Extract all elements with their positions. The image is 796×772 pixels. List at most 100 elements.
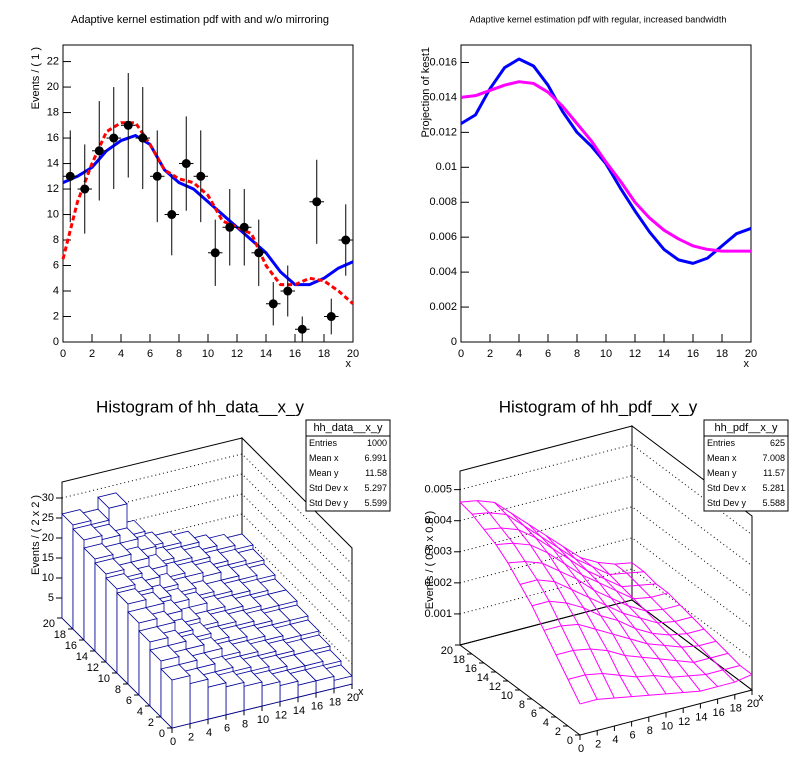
data-point: [65, 171, 75, 181]
mesh-line: [562, 546, 684, 693]
stats-value: 7.008: [762, 453, 785, 463]
stats-label: Mean y: [309, 468, 339, 478]
y-tick-label: 14: [477, 672, 489, 684]
bar: [160, 664, 191, 729]
y-tick-label: 16: [465, 663, 477, 675]
x-tick-label: 14: [695, 711, 707, 723]
z-tick-label: 0.005: [424, 484, 452, 496]
z-tick-label: 25: [42, 512, 54, 524]
stats-label: Entries: [309, 438, 338, 448]
y-tick-label: 2: [555, 726, 561, 738]
z-axis-label: Events / ( 0.8 x 0.8 ): [424, 511, 436, 609]
stats-value: 625: [770, 438, 785, 448]
y-tick-label: 16: [47, 132, 59, 144]
stats-title: hh_data__x_y: [313, 422, 383, 434]
x-tick-label: 8: [242, 718, 248, 730]
x-tick-label: 10: [257, 714, 269, 726]
x-tick-label: 8: [176, 348, 182, 360]
x-axis-label: x: [758, 692, 764, 704]
stats-title: hh_pdf__x_y: [715, 422, 778, 434]
x-tick-label: 20: [347, 692, 359, 704]
x-tick-label: 0: [60, 348, 66, 360]
x-tick-label: 6: [147, 348, 153, 360]
stats-value: 5.599: [364, 498, 387, 508]
stats-value: 5.297: [364, 483, 387, 493]
y-tick-label: 0.014: [429, 91, 457, 103]
y-tick-label: 16: [65, 640, 77, 652]
mesh-line: [476, 500, 598, 700]
x-tick-label: 4: [118, 348, 124, 360]
data-point: [341, 235, 351, 245]
x-tick-label: 10: [661, 720, 673, 732]
y-tick-label: 0.002: [429, 301, 457, 313]
y-tick-label: 12: [47, 183, 59, 195]
y-tick-label: 20: [43, 618, 55, 630]
x-axis-label: x: [358, 686, 364, 698]
y-tick-label: 0.008: [429, 196, 457, 208]
stats-label: Std Dev x: [707, 483, 747, 493]
y-tick-label: 20: [441, 645, 453, 657]
data-point: [283, 286, 293, 296]
x-tick-label: 18: [318, 348, 330, 360]
x-tick-label: 18: [716, 348, 728, 360]
x-axis-label: x: [744, 358, 750, 370]
y-tick-label: 4: [53, 285, 59, 297]
mesh-line: [511, 513, 633, 697]
z-tick-label: 15: [42, 552, 54, 564]
stats-label: Mean x: [309, 453, 339, 463]
mesh-line: [614, 563, 736, 683]
y-tick-label: 8: [53, 234, 59, 246]
z-tick-label: 30: [42, 492, 54, 504]
mesh-line: [494, 502, 615, 699]
x-tick-label: 0: [170, 736, 176, 748]
x-tick-label: 16: [289, 348, 301, 360]
x-tick-label: 2: [595, 738, 601, 750]
data-point: [326, 312, 336, 322]
mesh-line: [597, 562, 718, 687]
y-tick-label: 12: [87, 662, 99, 674]
y-tick-label: 2: [53, 310, 59, 322]
data-point: [167, 210, 177, 220]
y-axis-label: Events / ( 1 ): [30, 47, 42, 109]
y-tick-label: 18: [453, 654, 465, 666]
stats-label: Mean y: [707, 468, 737, 478]
y-tick-label: 0: [159, 728, 165, 740]
x-tick-label: 2: [89, 348, 95, 360]
x-tick-label: 16: [687, 348, 699, 360]
x-tick-label: 6: [630, 729, 636, 741]
chart-title: Histogram of hh_pdf__x_y: [499, 397, 698, 416]
y-tick-label: 0.004: [429, 266, 457, 278]
z-tick-label: 0.002: [424, 577, 452, 589]
mesh-line: [459, 501, 581, 705]
stats-value: 1000: [367, 438, 387, 448]
y-tick-label: 8: [519, 699, 525, 711]
mesh-line: [528, 524, 650, 696]
x-tick-label: 6: [224, 723, 230, 735]
x-tick-label: 16: [311, 701, 323, 713]
data-point: [312, 197, 322, 207]
x-tick-label: 8: [647, 725, 653, 737]
z-axis-label: Events / ( 2 x 2 ): [30, 495, 42, 575]
x-tick-label: 2: [487, 348, 493, 360]
stats-value: 5.588: [762, 498, 785, 508]
stats-value: 5.281: [762, 483, 785, 493]
x-tick-label: 12: [275, 710, 287, 722]
z-tick-label: 0.003: [424, 546, 452, 558]
stats-box: [305, 419, 391, 512]
y-tick-label: 18: [54, 629, 66, 641]
x-tick-label: 18: [730, 702, 742, 714]
z-tick-label: 0.004: [424, 515, 452, 527]
x-tick-label: 2: [188, 732, 194, 744]
chart-title: Histogram of hh_data__x_y: [96, 397, 304, 416]
data-point: [123, 120, 133, 130]
mesh-line: [545, 535, 667, 695]
chart-title: Adaptive kernel estimation pdf with and …: [71, 14, 329, 26]
y-axis-label: Projection of kest1: [420, 47, 432, 138]
y-tick-label: 10: [47, 208, 59, 220]
y-tick-label: 0.006: [429, 231, 457, 243]
mesh-line: [580, 557, 701, 692]
y-tick-label: 14: [47, 157, 59, 169]
y-tick-label: 6: [126, 695, 132, 707]
z-tick-label: 10: [42, 572, 54, 584]
data-point: [254, 248, 264, 258]
